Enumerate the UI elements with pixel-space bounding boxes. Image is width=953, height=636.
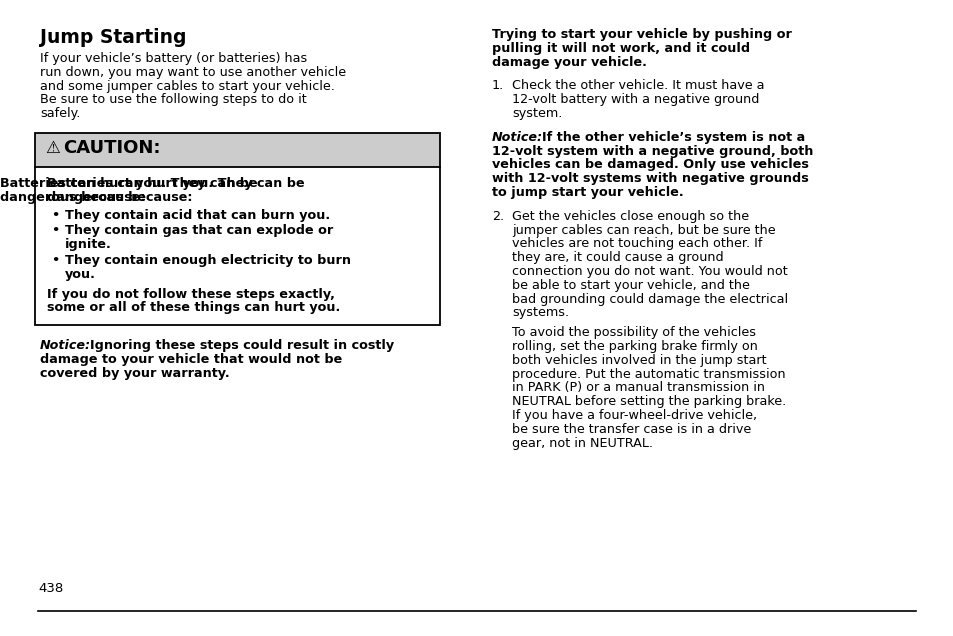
Text: damage your vehicle.: damage your vehicle. [492, 55, 646, 69]
Text: Notice:: Notice: [40, 339, 91, 352]
Text: ⚠: ⚠ [45, 139, 60, 157]
Text: vehicles are not touching each other. If: vehicles are not touching each other. If [512, 237, 761, 251]
Text: some or all of these things can hurt you.: some or all of these things can hurt you… [47, 301, 340, 314]
Text: covered by your warranty.: covered by your warranty. [40, 367, 230, 380]
Text: safely.: safely. [40, 107, 80, 120]
FancyBboxPatch shape [35, 133, 439, 167]
Text: If the other vehicle’s system is not a: If the other vehicle’s system is not a [541, 131, 804, 144]
Text: CAUTION:: CAUTION: [63, 139, 160, 157]
Text: rolling, set the parking brake firmly on: rolling, set the parking brake firmly on [512, 340, 757, 353]
Text: •: • [51, 254, 59, 267]
Text: Ignoring these steps could result in costly: Ignoring these steps could result in cos… [90, 339, 394, 352]
Text: •: • [51, 225, 59, 237]
Text: Get the vehicles close enough so the: Get the vehicles close enough so the [512, 210, 748, 223]
Text: in PARK (P) or a manual transmission in: in PARK (P) or a manual transmission in [512, 382, 764, 394]
Text: be sure the transfer case is in a drive: be sure the transfer case is in a drive [512, 423, 750, 436]
Text: be able to start your vehicle, and the: be able to start your vehicle, and the [512, 279, 749, 292]
Text: If you do not follow these steps exactly,: If you do not follow these steps exactly… [47, 287, 335, 301]
Text: and some jumper cables to start your vehicle.: and some jumper cables to start your veh… [40, 80, 335, 93]
Text: dangerous because:: dangerous because: [47, 191, 193, 204]
Text: they are, it could cause a ground: they are, it could cause a ground [512, 251, 723, 264]
Text: They contain acid that can burn you.: They contain acid that can burn you. [65, 209, 330, 221]
Text: If your vehicle’s battery (or batteries) has: If your vehicle’s battery (or batteries)… [40, 52, 307, 65]
Text: 1.: 1. [492, 80, 504, 92]
Text: Notice:: Notice: [492, 131, 542, 144]
Text: Check the other vehicle. It must have a: Check the other vehicle. It must have a [512, 80, 763, 92]
Text: with 12-volt systems with negative grounds: with 12-volt systems with negative groun… [492, 172, 808, 185]
Text: Be sure to use the following steps to do it: Be sure to use the following steps to do… [40, 93, 307, 106]
Text: •: • [51, 209, 59, 221]
Text: They contain enough electricity to burn: They contain enough electricity to burn [65, 254, 351, 267]
Text: to jump start your vehicle.: to jump start your vehicle. [492, 186, 683, 199]
Text: both vehicles involved in the jump start: both vehicles involved in the jump start [512, 354, 766, 367]
Text: vehicles can be damaged. Only use vehicles: vehicles can be damaged. Only use vehicl… [492, 158, 808, 171]
Text: system.: system. [512, 107, 561, 120]
Text: Batteries can hurt you. They can be: Batteries can hurt you. They can be [47, 177, 304, 190]
Text: To avoid the possibility of the vehicles: To avoid the possibility of the vehicles [512, 326, 755, 339]
Text: you.: you. [65, 268, 95, 281]
Text: connection you do not want. You would not: connection you do not want. You would no… [512, 265, 787, 278]
Text: procedure. Put the automatic transmission: procedure. Put the automatic transmissio… [512, 368, 785, 380]
Text: 12-volt battery with a negative ground: 12-volt battery with a negative ground [512, 93, 759, 106]
Text: run down, you may want to use another vehicle: run down, you may want to use another ve… [40, 66, 346, 79]
Text: Jump Starting: Jump Starting [40, 28, 186, 47]
Text: They contain gas that can explode or: They contain gas that can explode or [65, 225, 333, 237]
Text: jumper cables can reach, but be sure the: jumper cables can reach, but be sure the [512, 224, 775, 237]
FancyBboxPatch shape [35, 133, 439, 325]
Text: gear, not in NEUTRAL.: gear, not in NEUTRAL. [512, 436, 652, 450]
Text: 2.: 2. [492, 210, 503, 223]
Text: damage to your vehicle that would not be: damage to your vehicle that would not be [40, 353, 342, 366]
Text: systems.: systems. [512, 307, 569, 319]
Text: 438: 438 [38, 582, 63, 595]
Text: pulling it will not work, and it could: pulling it will not work, and it could [492, 42, 749, 55]
Text: Trying to start your vehicle by pushing or: Trying to start your vehicle by pushing … [492, 28, 791, 41]
Text: NEUTRAL before setting the parking brake.: NEUTRAL before setting the parking brake… [512, 395, 785, 408]
Text: 12-volt system with a negative ground, both: 12-volt system with a negative ground, b… [492, 144, 813, 158]
Text: dangerous because:: dangerous because: [0, 191, 146, 204]
Text: Batteries can hurt you. They can be: Batteries can hurt you. They can be [0, 177, 257, 190]
Text: bad grounding could damage the electrical: bad grounding could damage the electrica… [512, 293, 787, 306]
Text: ignite.: ignite. [65, 238, 112, 251]
Text: If you have a four-wheel-drive vehicle,: If you have a four-wheel-drive vehicle, [512, 409, 757, 422]
